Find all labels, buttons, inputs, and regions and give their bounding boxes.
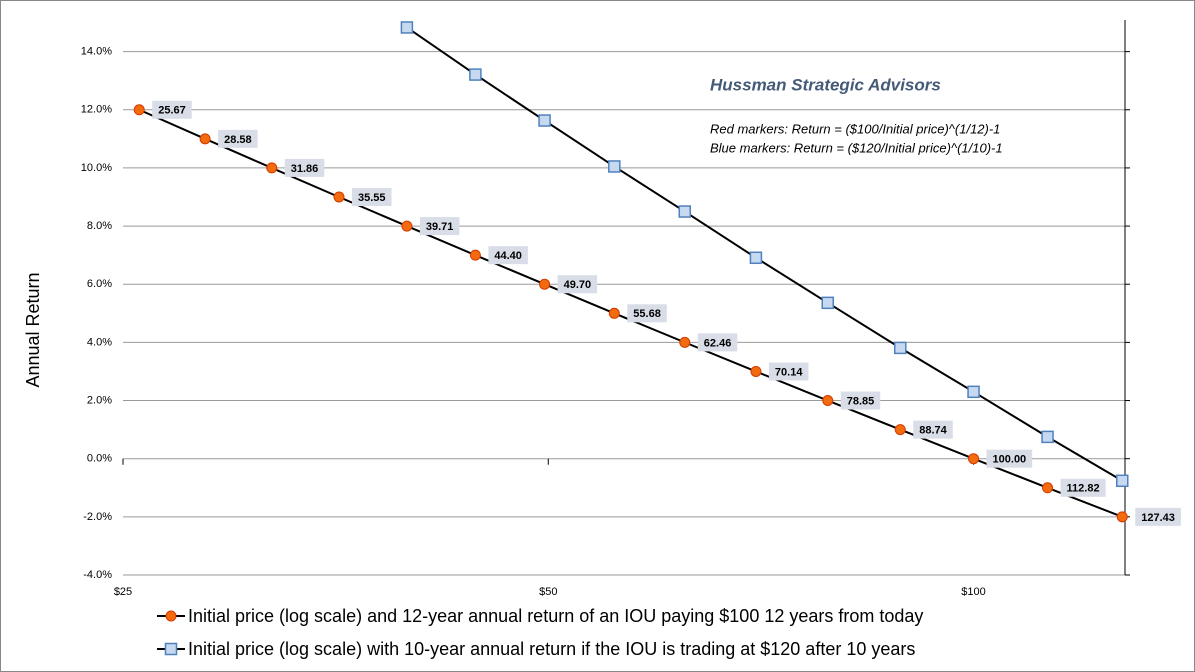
data-label: 88.74 [913,420,953,439]
data-label-bg [488,246,528,265]
data-label: 25.67 [152,100,192,119]
data-label: 39.71 [419,217,460,236]
y-tick-label: 4.0% [87,336,112,348]
marker [821,296,835,310]
y-tick-label: 6.0% [87,278,112,290]
data-label-text: 28.58 [224,134,252,146]
data-label-bg [840,391,881,410]
marker [1116,474,1129,488]
marker [893,341,907,355]
data-label-text: 88.74 [919,425,947,437]
data-label: 70.14 [768,362,809,381]
data-label-text: 127.43 [1141,512,1175,524]
y-axis-title: Annual Return [23,272,43,387]
marker [538,114,551,127]
brand: Hussman Strategic Advisors [710,75,941,94]
data-label-text: 44.40 [494,250,522,262]
data-label-text: 55.68 [633,308,661,320]
annotation: Blue markers: Return = ($120/Initial pri… [710,140,1003,155]
data-label: 127.43 [1135,507,1181,526]
marker [469,68,482,81]
data-label-bg [627,304,667,323]
y-tick-label: 10.0% [81,162,112,174]
data-label-text: 31.86 [291,163,319,175]
data-label-bg [986,449,1033,468]
data-label-bg [419,217,460,236]
x-tick-label: $25 [114,586,132,598]
y-tick-label: 12.0% [81,104,112,116]
data-label: 49.70 [557,275,598,294]
marker [400,21,414,34]
data-label: 78.85 [840,391,881,410]
data-label-bg [1060,478,1106,497]
annotation: Red markers: Return = ($100/Initial pric… [710,121,1000,136]
x-tick-label: $100 [961,586,985,598]
legend-marker [164,642,178,656]
data-label: 112.82 [1060,478,1106,497]
marker [822,395,834,407]
data-label: 28.58 [218,129,258,148]
data-label-bg [557,275,598,294]
data-label-text: 100.00 [993,454,1027,466]
marker [968,453,980,465]
y-tick-label: 14.0% [81,46,112,58]
marker [266,162,278,174]
data-label-text: 78.85 [847,395,875,407]
data-label-text: 39.71 [426,221,454,233]
data-label-text: 49.70 [564,279,592,291]
legend-marker [165,610,177,622]
data-label-bg [218,129,258,148]
marker [967,385,980,399]
marker [199,133,211,145]
data-label-bg [697,333,738,352]
marker [333,191,345,203]
data-label-bg [768,362,809,381]
marker [894,424,906,436]
data-label: 44.40 [488,246,528,265]
marker [1042,482,1054,494]
data-label-text: 62.46 [704,337,732,349]
data-label-text: 112.82 [1067,483,1100,495]
data-label: 62.46 [697,333,738,352]
y-tick-label: -4.0% [83,569,112,581]
x-tick-label: $50 [539,586,557,598]
y-tick-label: 8.0% [87,220,112,232]
marker [750,365,762,377]
marker [679,336,691,348]
marker [133,104,145,116]
data-label-bg [913,420,953,439]
y-tick-label: 0.0% [87,453,112,465]
marker [608,307,620,319]
marker [539,278,551,290]
data-label: 55.68 [627,304,667,323]
legend-label: Initial price (log scale) and 12-year an… [188,606,923,626]
marker [469,249,481,261]
marker [1041,430,1054,444]
y-tick-label: -2.0% [83,511,112,523]
data-label-bg [284,158,325,177]
data-label: 100.00 [986,449,1033,468]
marker [678,205,692,218]
data-label: 35.55 [352,188,392,206]
marker [749,251,763,265]
data-label-text: 35.55 [358,192,386,204]
data-label-text: 70.14 [775,366,803,378]
data-label-bg [1135,507,1181,526]
data-label-text: 25.67 [158,105,186,117]
legend-label: Initial price (log scale) with 10-year a… [188,639,915,659]
data-label: 31.86 [284,158,325,177]
marker [608,160,621,173]
data-label-bg [352,188,392,206]
y-tick-label: 2.0% [87,394,112,406]
marker [1116,511,1128,523]
data-label-bg [152,100,192,119]
marker [401,220,413,232]
